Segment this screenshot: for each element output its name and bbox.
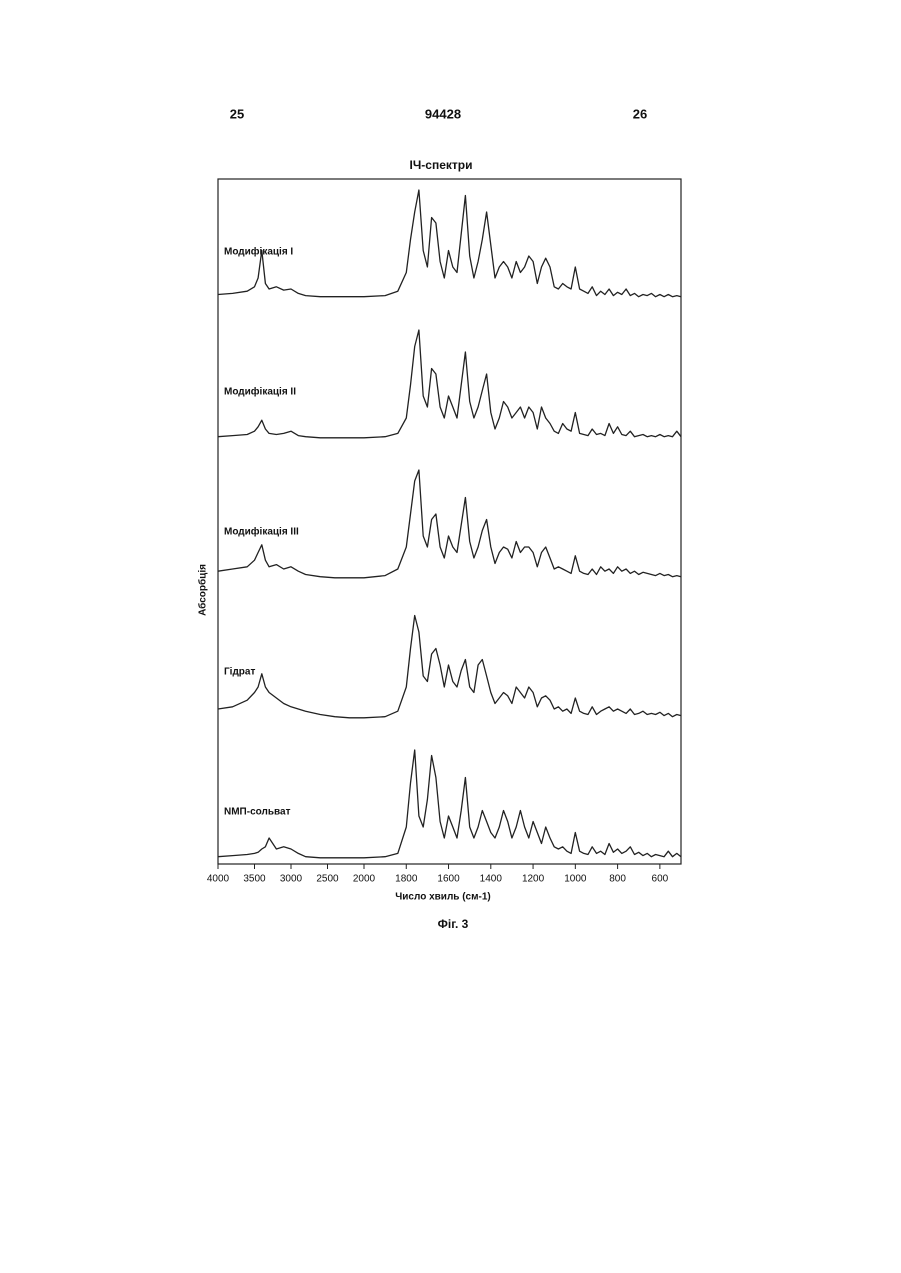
y-axis-label: Абсорбція xyxy=(197,564,209,616)
figure-caption: Фіг. 3 xyxy=(438,917,469,931)
x-tick-label: 2500 xyxy=(316,874,339,885)
series-label: Гідрат xyxy=(224,667,255,678)
x-tick-label: 1400 xyxy=(480,874,503,885)
x-tick-label: 3500 xyxy=(243,874,266,885)
x-tick-label: 1600 xyxy=(437,874,460,885)
page-number-right: 26 xyxy=(633,106,647,121)
chart-title: ІЧ-спектри xyxy=(410,158,473,172)
x-tick-label: 2000 xyxy=(353,874,376,885)
x-tick-label: 1000 xyxy=(564,874,587,885)
x-tick-label: 600 xyxy=(652,874,669,885)
x-axis-label: Число хвиль (см-1) xyxy=(395,892,491,903)
patent-number: 94428 xyxy=(425,106,461,121)
x-tick-label: 1200 xyxy=(522,874,545,885)
x-tick-label: 3000 xyxy=(280,874,303,885)
series-label: Модифікація III xyxy=(224,526,299,538)
x-tick-label: 1800 xyxy=(395,874,418,885)
page: 25 94428 26 ІЧ-спектри Число хвиль (см-1… xyxy=(0,0,901,1273)
x-tick-label: 800 xyxy=(609,874,626,885)
page-background xyxy=(0,0,901,1273)
series-label: NMП-сольват xyxy=(224,807,291,818)
page-number-left: 25 xyxy=(230,106,244,121)
series-label: Модифікація I xyxy=(224,246,293,258)
series-label: Модифікація II xyxy=(224,386,296,398)
x-tick-label: 4000 xyxy=(207,874,230,885)
